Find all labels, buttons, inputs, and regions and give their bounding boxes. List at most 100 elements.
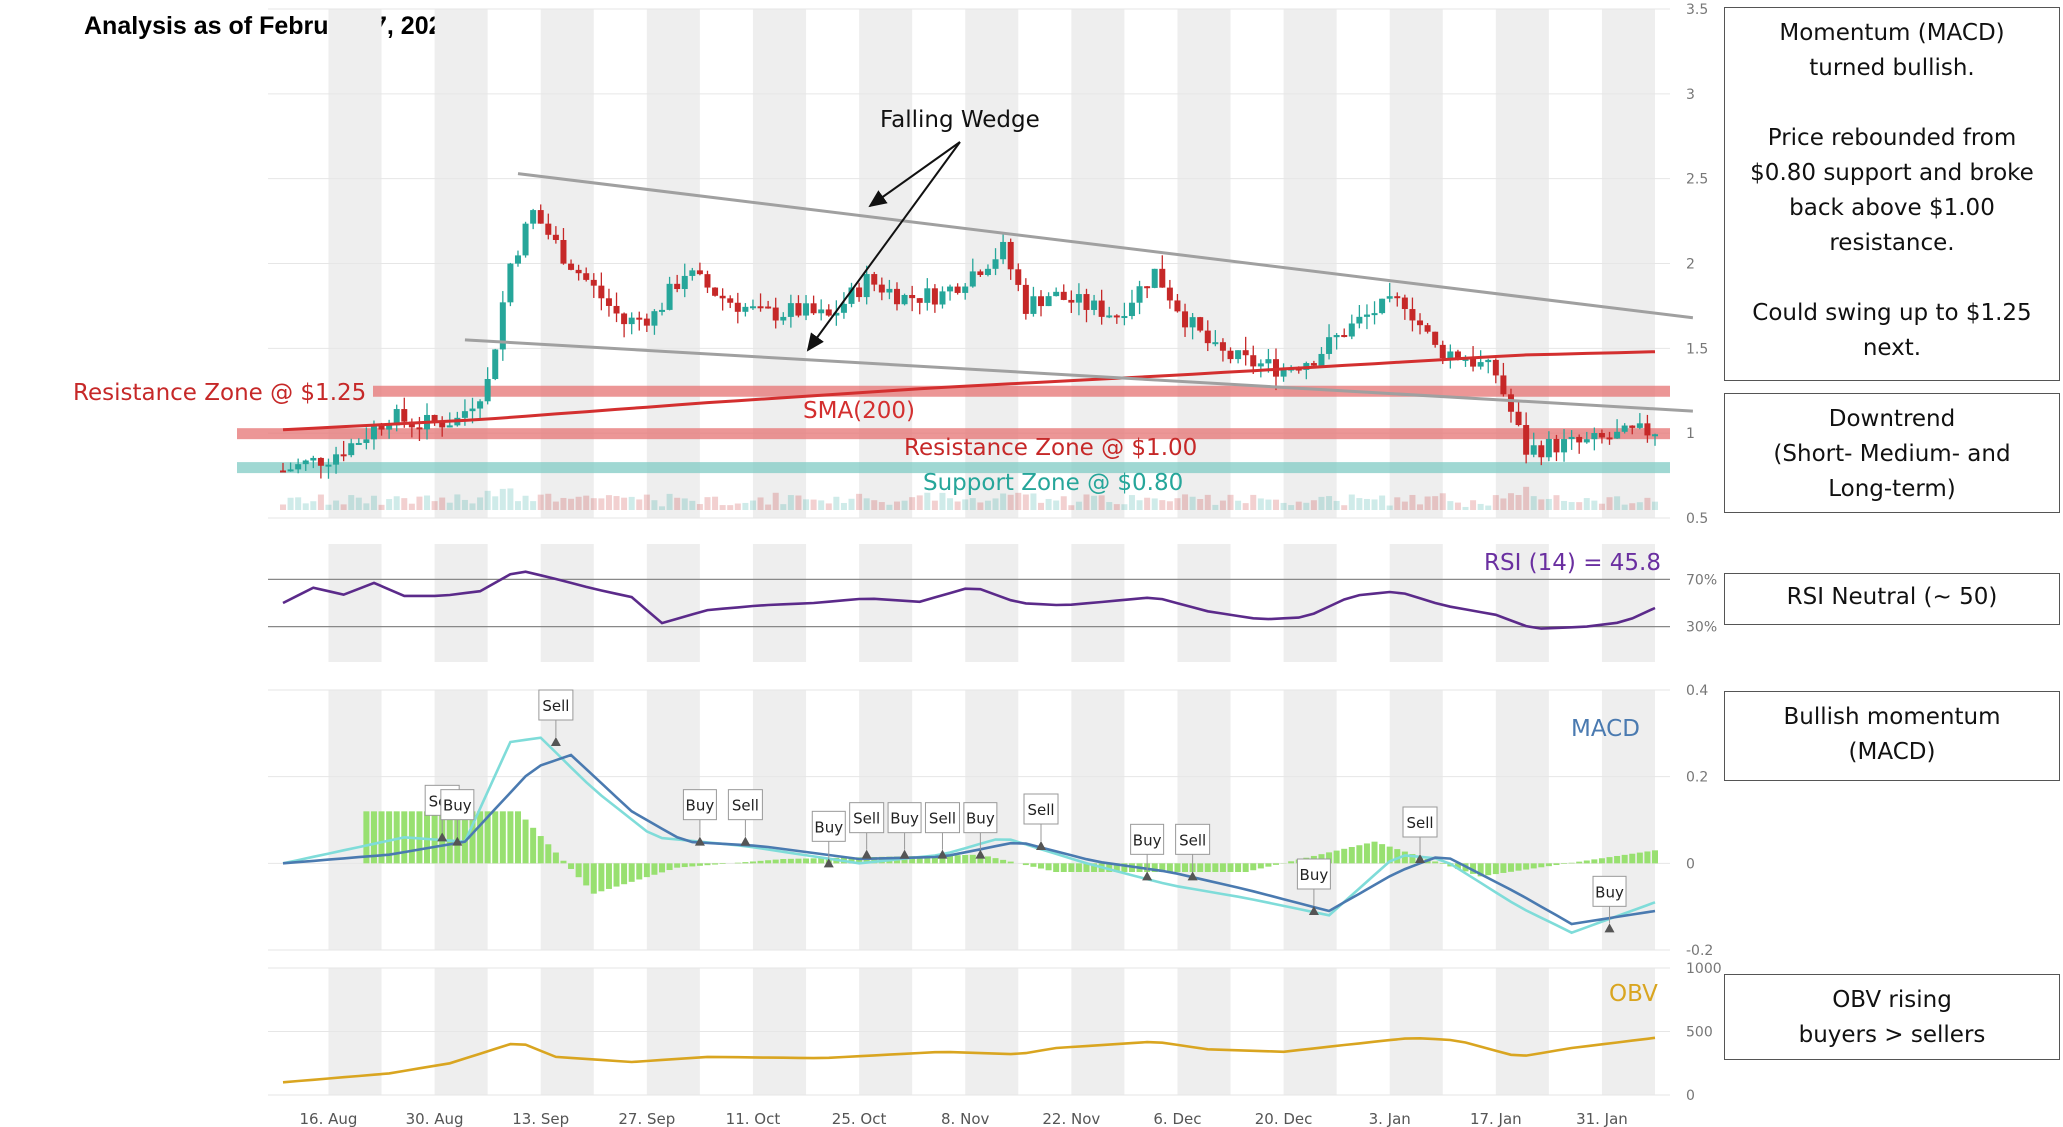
macd-hist-bar bbox=[1166, 863, 1173, 872]
zone-band bbox=[237, 462, 1670, 474]
signal-label: Buy bbox=[966, 810, 995, 828]
macd-hist-bar bbox=[969, 854, 976, 864]
volume-bar bbox=[1235, 500, 1242, 510]
candle-body bbox=[507, 263, 514, 303]
volume-bar bbox=[401, 498, 408, 510]
candle-body bbox=[1030, 296, 1037, 314]
volume-bar bbox=[1189, 496, 1196, 510]
candle-body bbox=[727, 298, 734, 303]
volume-bar bbox=[575, 496, 582, 510]
volume-bar bbox=[1257, 498, 1264, 510]
volume-bar bbox=[909, 497, 916, 510]
candle-body bbox=[757, 306, 764, 309]
macd-hist-bar bbox=[1470, 863, 1477, 874]
volume-bar bbox=[674, 497, 681, 510]
volume-bar bbox=[628, 496, 635, 510]
signal-marker bbox=[452, 836, 463, 846]
volume-bar bbox=[833, 496, 840, 510]
macd-hist-bar bbox=[1379, 844, 1386, 864]
sma200-label: SMA(200) bbox=[803, 398, 916, 424]
macd-hist-bar bbox=[431, 811, 438, 864]
signal-label: Sell bbox=[1179, 831, 1206, 849]
price-tick-label: 2 bbox=[1686, 257, 1695, 273]
date-tick-label: 25. Oct bbox=[832, 1110, 887, 1127]
candle-body bbox=[386, 425, 393, 430]
signal-marker bbox=[1142, 871, 1153, 881]
macd-hist-bar bbox=[1477, 863, 1484, 877]
macd-hist-bar bbox=[1038, 863, 1045, 869]
candle-body bbox=[1098, 300, 1105, 317]
candle-body bbox=[939, 291, 946, 305]
candle-body bbox=[469, 408, 476, 412]
macd-tick-label: -0.2 bbox=[1686, 943, 1713, 959]
macd-hist-bar bbox=[1439, 863, 1446, 864]
candle-body bbox=[1053, 291, 1060, 297]
signal-marker bbox=[1036, 841, 1047, 850]
volume-bar bbox=[1636, 502, 1643, 510]
signal-marker bbox=[1308, 906, 1319, 915]
volume-bar bbox=[1621, 504, 1628, 510]
volume-bar bbox=[317, 494, 324, 510]
candle-body bbox=[1083, 294, 1090, 310]
candle-body bbox=[363, 439, 370, 443]
candle-body bbox=[370, 425, 377, 440]
week-band bbox=[646, 544, 700, 662]
candle-body bbox=[1462, 358, 1469, 361]
candle-body bbox=[962, 286, 969, 293]
candle-body bbox=[931, 288, 938, 305]
candle-body bbox=[1333, 335, 1340, 338]
candle-body bbox=[969, 271, 976, 287]
volume-bar bbox=[643, 494, 650, 510]
macd-hist-bar bbox=[1007, 861, 1014, 864]
macd-hist-bar bbox=[992, 858, 999, 864]
signal-marker bbox=[1415, 854, 1426, 863]
candle-body bbox=[280, 470, 286, 473]
resistance-125-label: Resistance Zone @ $1.25 bbox=[73, 380, 367, 406]
macd-hist-bar bbox=[1022, 863, 1029, 866]
volume-bar bbox=[583, 495, 590, 510]
candle-body bbox=[977, 271, 984, 275]
date-tick-label: 20. Dec bbox=[1255, 1110, 1313, 1127]
volume-bar bbox=[598, 498, 605, 510]
rsi-line bbox=[282, 570, 1656, 630]
volume-bar bbox=[1288, 505, 1295, 510]
candle-body bbox=[1197, 317, 1204, 331]
week-band bbox=[1601, 544, 1655, 662]
week-band bbox=[540, 690, 594, 950]
macd-hist-bar bbox=[1250, 863, 1257, 871]
macd-hist-bar bbox=[1235, 863, 1242, 872]
signal-flag bbox=[1175, 823, 1211, 855]
candle-body bbox=[1326, 337, 1333, 354]
signal-marker bbox=[550, 737, 561, 746]
volume-bar bbox=[1348, 494, 1355, 510]
candle-body bbox=[1379, 298, 1386, 314]
volume-bar bbox=[355, 497, 362, 510]
volume-bar bbox=[803, 499, 810, 510]
macd-hist-bar bbox=[1386, 846, 1393, 864]
macd-hist-bar bbox=[545, 844, 552, 864]
volume-bar bbox=[1447, 501, 1454, 510]
macd-hist-bar bbox=[461, 811, 468, 864]
candle-body bbox=[787, 303, 794, 317]
volume-bar bbox=[1409, 494, 1416, 510]
week-shading bbox=[328, 9, 1655, 1095]
candle-body bbox=[340, 454, 347, 457]
macd-hist-bar bbox=[1212, 863, 1219, 872]
macd-hist-bar bbox=[1515, 863, 1522, 871]
candle-body bbox=[886, 288, 893, 293]
volume-bar bbox=[1424, 496, 1431, 510]
volume-bar bbox=[1454, 502, 1461, 510]
candle-body bbox=[651, 311, 658, 326]
macd-hist-bar bbox=[1151, 863, 1158, 872]
volume-bar bbox=[560, 497, 567, 510]
note-downtrend: Downtrend (Short- Medium- and Long-term) bbox=[1724, 393, 2060, 513]
macd-hist-bar bbox=[552, 852, 559, 864]
signal-flag bbox=[727, 789, 763, 821]
macd-hist-bar bbox=[909, 856, 916, 864]
macd-tick-label: 0.4 bbox=[1686, 683, 1708, 699]
volume-bar bbox=[1485, 505, 1492, 510]
signal-label: Sell bbox=[1027, 801, 1054, 819]
candle-body bbox=[560, 239, 567, 264]
volume-bar bbox=[651, 500, 658, 510]
volume-bar bbox=[977, 502, 984, 510]
